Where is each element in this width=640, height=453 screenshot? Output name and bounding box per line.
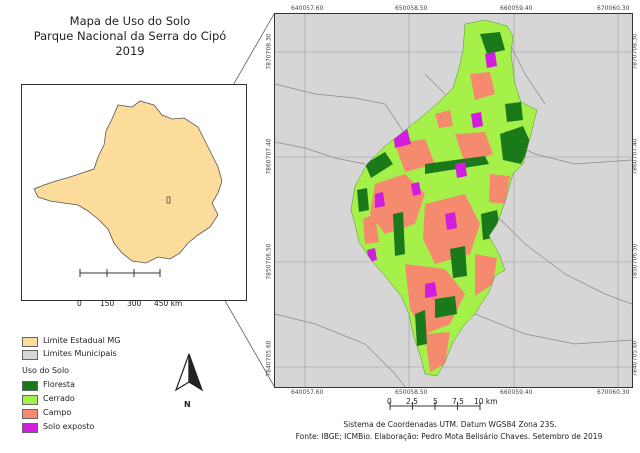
top-coord-0: 640057.60 xyxy=(291,5,324,12)
main-scale-tick-3: 7.5 xyxy=(452,397,464,406)
inset-scale-tick-3: 450 km xyxy=(154,299,183,308)
bottom-coord-3: 670060.30 xyxy=(597,389,630,396)
top-coord-2: 660059.40 xyxy=(500,5,533,12)
map-title: Mapa de Uso do Solo Parque Nacional da S… xyxy=(25,14,235,59)
right-coord-0: 7870708.30 xyxy=(631,33,639,70)
legend-label: Campo xyxy=(43,408,72,417)
legend-label: Limites Municipais xyxy=(43,349,117,358)
main-scale-bar xyxy=(389,402,481,410)
footer-crs: Sistema de Coordenadas UTM. Datum WGS84 … xyxy=(343,420,557,429)
land-use-map xyxy=(274,14,633,388)
inset-scale-bar xyxy=(79,269,161,277)
left-coord-3: 7840705.60 xyxy=(265,340,273,377)
title-line-1: Mapa de Uso do Solo xyxy=(69,14,191,28)
main-scale-tick-2: 5 xyxy=(433,397,438,406)
footer-source: Fonte: IBGE; ICMBio. Elaboração: Pedro M… xyxy=(295,432,603,441)
legend-swatch xyxy=(22,337,38,347)
legend-swatch xyxy=(22,381,38,391)
inset-scale-tick-0: 0 xyxy=(77,299,82,308)
main-map-frame xyxy=(274,13,633,388)
legend-land-use-title: Uso do Solo xyxy=(22,366,70,375)
title-line-3: 2019 xyxy=(115,44,145,58)
legend-swatch xyxy=(22,409,38,419)
legend-swatch xyxy=(22,423,38,433)
legend-swatch xyxy=(22,350,38,360)
inset-scale-tick-1: 150 xyxy=(100,299,115,308)
legend-label: Solo exposto xyxy=(43,422,95,431)
bottom-coord-2: 660059.40 xyxy=(500,389,533,396)
main-scale-tick-4: 10 km xyxy=(474,397,498,406)
park-land-use xyxy=(351,20,537,376)
right-coord-1: 7860707.40 xyxy=(631,138,639,175)
minas-gerais-state-map xyxy=(33,100,223,264)
north-arrow-icon xyxy=(174,353,204,392)
top-coord-3: 670060.30 xyxy=(597,5,630,12)
left-coord-2: 7850706.50 xyxy=(265,243,273,280)
main-scale-tick-1: 2.5 xyxy=(406,397,418,406)
inset-map-frame: 0 150 300 450 km xyxy=(21,84,247,308)
right-coord-3: 7840705.60 xyxy=(631,340,639,377)
bottom-coord-0: 640057.60 xyxy=(291,389,324,396)
park-boundary xyxy=(350,19,538,377)
inset-scale-tick-2: 300 xyxy=(127,299,142,308)
top-coord-1: 650058.50 xyxy=(395,5,428,12)
title-line-2: Parque Nacional da Serra do Cipó xyxy=(33,29,227,43)
legend-swatch xyxy=(22,395,38,405)
north-arrow-label: N xyxy=(184,400,191,409)
legend-label: Floresta xyxy=(43,380,75,389)
main-scale-tick-0: 0 xyxy=(387,397,392,406)
bottom-coord-1: 650058.50 xyxy=(395,389,428,396)
legend-label: Cerrado xyxy=(43,394,75,403)
left-coord-0: 7870708.30 xyxy=(265,33,273,70)
legend-label: Limite Estadual MG xyxy=(43,336,121,345)
right-coord-2: 7850706.50 xyxy=(631,243,639,280)
left-coord-1: 7860707.40 xyxy=(265,138,273,175)
